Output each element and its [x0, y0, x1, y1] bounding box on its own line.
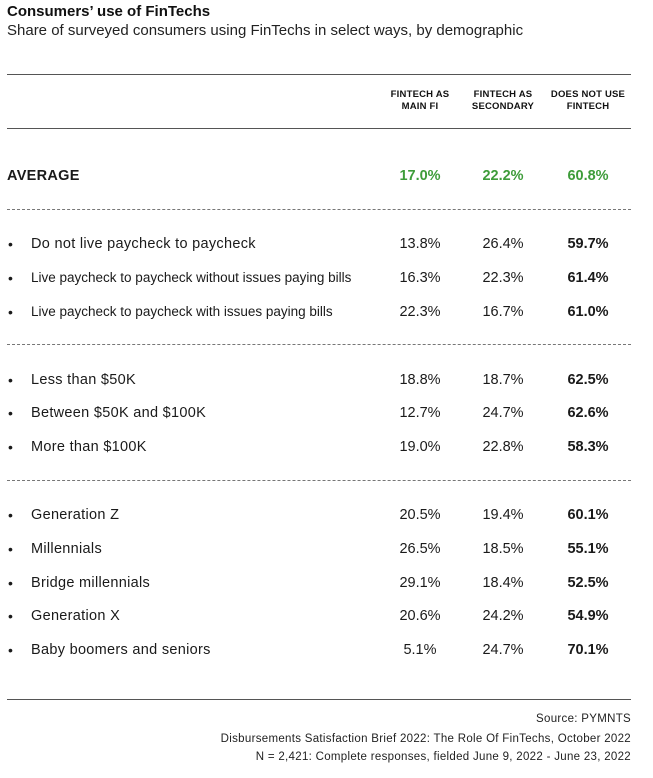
bullet: •: [8, 270, 13, 286]
table-row: • Generation Z 20.5% 19.4% 60.1%: [0, 505, 653, 525]
column-header-no-fintech: DOES NOT USE FINTECH: [546, 89, 630, 113]
value-no-fintech: 58.3%: [567, 439, 609, 455]
row-label: Bridge millennials: [31, 575, 151, 591]
source-line: Source: PYMNTS: [536, 713, 631, 725]
row-label: Between $50K and $100K: [31, 405, 207, 421]
value-main-fi: 26.5%: [399, 541, 441, 557]
row-label: Live paycheck to paycheck with issues pa…: [31, 304, 333, 319]
value-main-fi: 5.1%: [403, 642, 437, 658]
bullet: •: [8, 439, 13, 455]
table-row: • Between $50K and $100K 12.7% 24.7% 62.…: [0, 403, 653, 423]
column-header-line: FINTECH: [566, 101, 610, 112]
bullet: •: [8, 304, 13, 320]
row-label: Do not live paycheck to paycheck: [31, 236, 256, 252]
table-row: • Live paycheck to paycheck with issues …: [0, 302, 653, 322]
bullet: •: [8, 608, 13, 624]
column-header-main-fi: FINTECH AS MAIN FI: [378, 89, 462, 113]
group-divider: [7, 209, 631, 210]
column-header-line: SECONDARY: [471, 101, 535, 112]
value-secondary: 24.2%: [482, 608, 524, 624]
bullet: •: [8, 236, 13, 252]
average-value-no-fintech: 60.8%: [567, 168, 609, 184]
row-label: Generation X: [31, 608, 121, 624]
source-sample: N = 2,421: Complete responses, fielded J…: [255, 751, 631, 763]
column-header-line: DOES NOT USE: [550, 89, 626, 100]
value-secondary: 18.4%: [482, 575, 524, 591]
value-main-fi: 20.6%: [399, 608, 441, 624]
value-secondary: 22.3%: [482, 270, 524, 286]
value-secondary: 24.7%: [482, 642, 524, 658]
value-main-fi: 12.7%: [399, 405, 441, 421]
value-main-fi: 16.3%: [399, 270, 441, 286]
column-header-line: FINTECH AS: [473, 89, 533, 100]
value-no-fintech: 62.6%: [567, 405, 609, 421]
row-label: More than $100K: [31, 439, 147, 455]
value-no-fintech: 59.7%: [567, 236, 609, 252]
value-no-fintech: 62.5%: [567, 372, 609, 388]
value-no-fintech: 55.1%: [567, 541, 609, 557]
table-row: • More than $100K 19.0% 22.8% 58.3%: [0, 437, 653, 457]
source-report: Disbursements Satisfaction Brief 2022: T…: [220, 733, 631, 745]
value-secondary: 18.5%: [482, 541, 524, 557]
row-label: Less than $50K: [31, 372, 136, 388]
value-main-fi: 18.8%: [399, 372, 441, 388]
bullet: •: [8, 372, 13, 388]
value-no-fintech: 54.9%: [567, 608, 609, 624]
value-secondary: 22.8%: [482, 439, 524, 455]
average-row: AVERAGE 17.0% 22.2% 60.8%: [0, 166, 653, 186]
bullet: •: [8, 575, 13, 591]
chart-title: Consumers’ use of FinTechs: [7, 3, 211, 20]
bullet: •: [8, 541, 13, 557]
value-main-fi: 29.1%: [399, 575, 441, 591]
group-divider: [7, 344, 631, 345]
header-rule: [7, 128, 631, 129]
row-label: Live paycheck to paycheck without issues…: [31, 270, 352, 285]
column-header-secondary: FINTECH AS SECONDARY: [461, 89, 545, 113]
value-secondary: 19.4%: [482, 507, 524, 523]
value-no-fintech: 61.0%: [567, 304, 609, 320]
average-label: AVERAGE: [7, 168, 80, 184]
value-no-fintech: 52.5%: [567, 575, 609, 591]
table-row: • Generation X 20.6% 24.2% 54.9%: [0, 606, 653, 626]
value-secondary: 26.4%: [482, 236, 524, 252]
value-no-fintech: 60.1%: [567, 507, 609, 523]
value-main-fi: 20.5%: [399, 507, 441, 523]
table-row: • Live paycheck to paycheck without issu…: [0, 268, 653, 288]
group-divider: [7, 480, 631, 481]
table-row: • Do not live paycheck to paycheck 13.8%…: [0, 234, 653, 254]
row-label: Generation Z: [31, 507, 120, 523]
bullet: •: [8, 642, 13, 658]
table-row: • Bridge millennials 29.1% 18.4% 52.5%: [0, 573, 653, 593]
top-rule: [7, 74, 631, 75]
table-row: • Millennials 26.5% 18.5% 55.1%: [0, 539, 653, 559]
value-no-fintech: 70.1%: [567, 642, 609, 658]
value-main-fi: 22.3%: [399, 304, 441, 320]
value-main-fi: 19.0%: [399, 439, 441, 455]
column-header-line: MAIN FI: [401, 101, 439, 112]
table-row: • Baby boomers and seniors 5.1% 24.7% 70…: [0, 640, 653, 660]
average-value-secondary: 22.2%: [482, 168, 524, 184]
bottom-rule: [7, 699, 631, 700]
chart-subtitle: Share of surveyed consumers using FinTec…: [7, 22, 524, 39]
bullet: •: [8, 507, 13, 523]
column-header-line: FINTECH AS: [390, 89, 450, 100]
row-label: Baby boomers and seniors: [31, 642, 211, 658]
average-value-main-fi: 17.0%: [399, 168, 441, 184]
value-no-fintech: 61.4%: [567, 270, 609, 286]
value-secondary: 24.7%: [482, 405, 524, 421]
table-row: • Less than $50K 18.8% 18.7% 62.5%: [0, 370, 653, 390]
value-secondary: 18.7%: [482, 372, 524, 388]
row-label: Millennials: [31, 541, 102, 557]
value-main-fi: 13.8%: [399, 236, 441, 252]
value-secondary: 16.7%: [482, 304, 524, 320]
bullet: •: [8, 405, 13, 421]
